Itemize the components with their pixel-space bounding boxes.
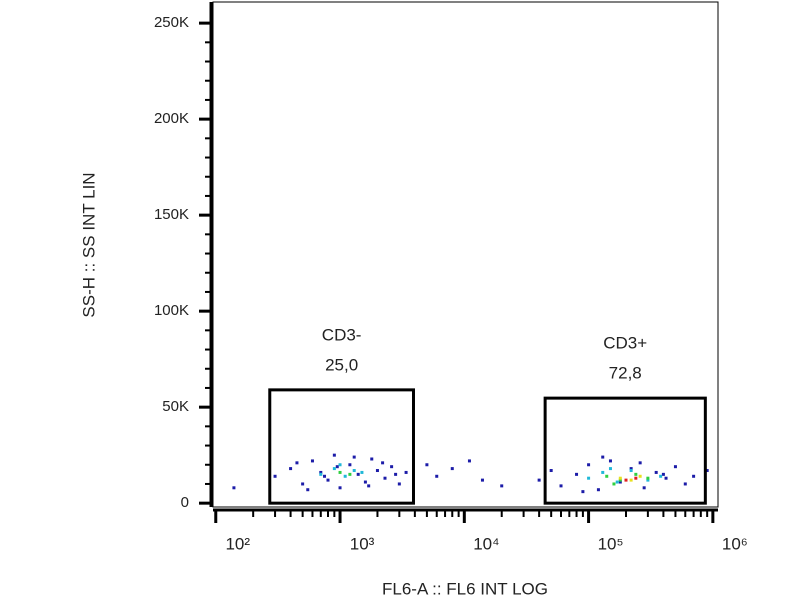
event-dot (289, 467, 293, 471)
x-tick-label: 10² (225, 534, 250, 553)
plot-frame (212, 1, 719, 508)
event-dot (435, 474, 439, 478)
x-tick-label: 10⁴ (473, 534, 499, 553)
event-dot (348, 472, 352, 476)
event-dot (352, 469, 356, 473)
event-dot (661, 472, 665, 476)
event-dot (335, 465, 339, 469)
event-dot (323, 474, 327, 478)
event-dot (629, 469, 633, 473)
event-dot (612, 482, 616, 486)
event-dot (500, 484, 504, 488)
event-dot (654, 470, 658, 474)
event-dot (338, 486, 342, 490)
event-dot (425, 463, 429, 467)
event-dot (646, 478, 650, 482)
gate-percent: 72,8 (609, 364, 642, 383)
event-dot (587, 476, 591, 480)
x-tick-label: 10³ (350, 534, 375, 553)
event-dot (480, 478, 484, 482)
event-dot (664, 476, 668, 480)
event-dot (381, 461, 385, 465)
gate-name: CD3+ (603, 334, 647, 353)
event-dot (629, 478, 633, 482)
event-dot (608, 459, 612, 463)
x-axis-title: FL6-A :: FL6 INT LOG (382, 579, 548, 598)
event-dot (356, 472, 360, 476)
event-dot (404, 470, 408, 474)
event-dot (618, 476, 622, 480)
y-tick-label: 250K (154, 14, 189, 31)
event-dot (394, 472, 398, 476)
event-dot (319, 472, 323, 476)
event-dot (338, 470, 342, 474)
event-dot (375, 469, 379, 473)
event-dot (673, 465, 677, 469)
event-dot (587, 463, 591, 467)
event-dot (605, 474, 609, 478)
event-dot (692, 474, 696, 478)
event-dot (363, 480, 367, 484)
y-tick-label: 200K (154, 110, 189, 127)
event-dot (615, 480, 619, 484)
event-dot (306, 488, 310, 492)
event-dot (705, 469, 709, 473)
x-tick-label: 10⁵ (598, 534, 624, 553)
gate-name: CD3- (322, 325, 362, 344)
y-tick-label: 100K (154, 302, 189, 319)
gate (268, 388, 415, 505)
y-axis-title: SS-H :: SS INT LIN (79, 172, 98, 317)
event-dot (601, 470, 605, 474)
y-tick-label: 0 (181, 494, 189, 511)
event-dot (581, 490, 585, 494)
event-dot (273, 474, 277, 478)
event-dot (348, 463, 352, 467)
event-dot (390, 465, 394, 469)
event-dot (634, 476, 638, 480)
y-tick-label: 50K (162, 398, 189, 415)
event-dot (397, 482, 401, 486)
event-dot (383, 476, 387, 480)
event-dot (642, 486, 646, 490)
event-dot (310, 459, 314, 463)
gate-percent: 25,0 (325, 355, 358, 374)
event-dot (326, 478, 330, 482)
event-dot (624, 478, 628, 482)
event-dot (370, 457, 374, 461)
y-tick-label: 150K (154, 206, 189, 223)
event-dot (646, 476, 650, 480)
event-dot (537, 478, 541, 482)
event-dot (295, 461, 299, 465)
event-dot (232, 486, 236, 490)
x-tick-label: 10⁶ (722, 534, 748, 553)
event-dot (450, 467, 454, 471)
event-dot (332, 453, 336, 457)
event-dot (659, 474, 663, 478)
event-dot (596, 488, 600, 492)
event-dot (608, 467, 612, 471)
event-dot (559, 484, 563, 488)
event-dot (338, 463, 342, 467)
event-dot (601, 455, 605, 459)
event-dot (634, 472, 638, 476)
gate (543, 396, 707, 505)
event-dot (683, 482, 687, 486)
event-dot (575, 472, 579, 476)
event-dot (618, 480, 622, 484)
event-dot (367, 484, 371, 488)
event-dot (360, 470, 364, 474)
event-dot (467, 459, 471, 463)
event-dot (638, 461, 642, 465)
event-dot (549, 469, 553, 473)
event-dot (319, 470, 323, 474)
event-dot (301, 482, 305, 486)
event-dot (332, 467, 336, 471)
event-dot (638, 474, 642, 478)
event-dot (618, 478, 622, 482)
event-dot (352, 455, 356, 459)
event-dot (343, 474, 347, 478)
event-dot (629, 467, 633, 471)
